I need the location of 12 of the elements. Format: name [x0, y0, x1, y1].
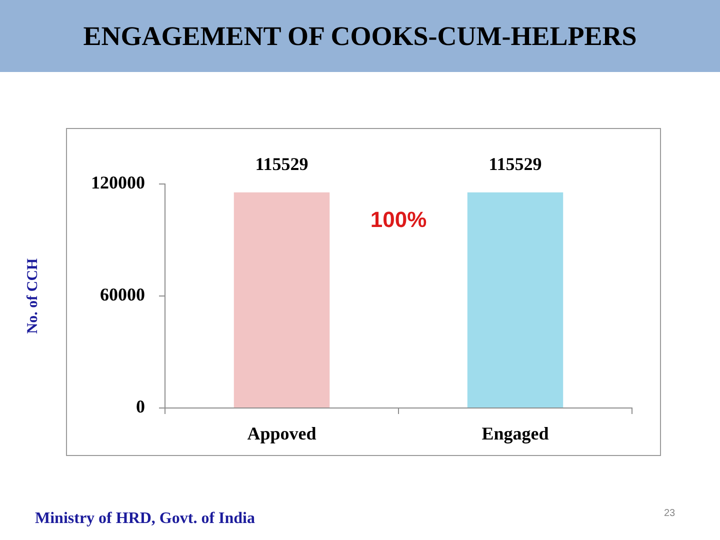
- data-label: 115529: [255, 154, 308, 174]
- annotation: 100%: [370, 207, 427, 232]
- y-tick-label: 0: [136, 396, 145, 417]
- chart-title: ENGAGEMENT OF COOKS-CUM-HELPERS: [82, 20, 638, 52]
- y-axis-title: No. of CCH: [24, 258, 41, 334]
- y-tick-label: 120000: [91, 172, 145, 193]
- data-label: 115529: [488, 154, 542, 174]
- y-tick-label: 60000: [100, 284, 145, 305]
- x-tick-label: Engaged: [482, 423, 549, 444]
- x-tick-label: Appoved: [247, 423, 316, 444]
- text: 23: [664, 507, 676, 521]
- text: Ministry of HRD, Govt. of India: [35, 509, 255, 529]
